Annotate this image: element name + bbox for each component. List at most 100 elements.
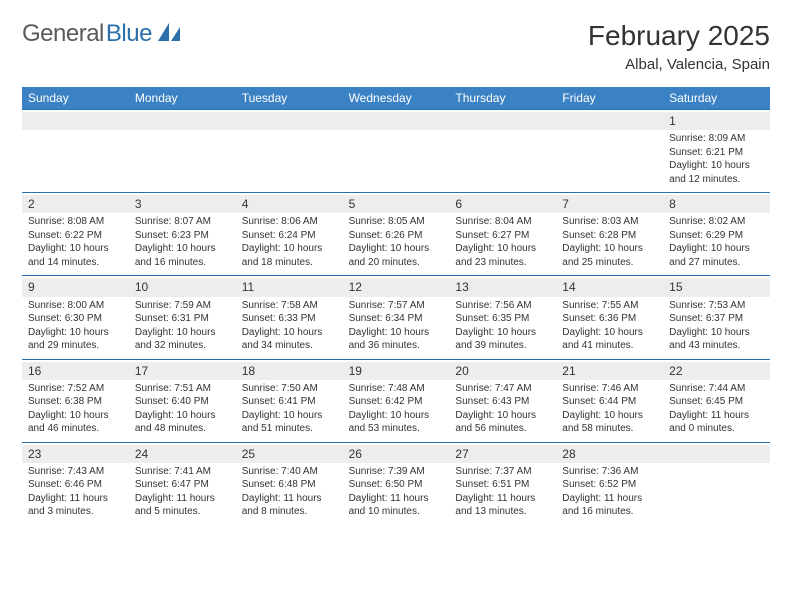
daylight-text: Daylight: 10 hours and 58 minutes.: [562, 409, 657, 436]
sunset-text: Sunset: 6:42 PM: [349, 395, 444, 409]
sunset-text: Sunset: 6:23 PM: [135, 229, 230, 243]
sunrise-text: Sunrise: 8:04 AM: [455, 215, 550, 229]
sunrise-text: Sunrise: 7:41 AM: [135, 465, 230, 479]
sunrise-text: Sunrise: 8:05 AM: [349, 215, 444, 229]
sunrise-text: Sunrise: 7:58 AM: [242, 299, 337, 313]
day-cell: 14Sunrise: 7:55 AMSunset: 6:36 PMDayligh…: [556, 275, 663, 358]
day-cell: 8Sunrise: 8:02 AMSunset: 6:29 PMDaylight…: [663, 192, 770, 275]
daylight-text: Daylight: 10 hours and 51 minutes.: [242, 409, 337, 436]
day-cell: 2 Sunrise: 8:08 AMSunset: 6:22 PMDaylight…: [22, 192, 129, 275]
daylight-text: Daylight: 10 hours and 23 minutes.: [455, 242, 550, 269]
weekday-header: Sunday: [22, 87, 129, 109]
weekday-header: Thursday: [449, 87, 556, 109]
sunrise-text: Sunrise: 7:59 AM: [135, 299, 230, 313]
sunrise-text: Sunrise: 7:36 AM: [562, 465, 657, 479]
sunset-text: Sunset: 6:30 PM: [28, 312, 123, 326]
day-cell-blank: [663, 442, 770, 525]
daylight-text: Daylight: 11 hours and 10 minutes.: [349, 492, 444, 519]
day-number: 9: [22, 278, 129, 296]
sunrise-text: Sunrise: 7:37 AM: [455, 465, 550, 479]
day-number: 7: [556, 195, 663, 213]
sunset-text: Sunset: 6:46 PM: [28, 478, 123, 492]
day-cell: 16Sunrise: 7:52 AMSunset: 6:38 PMDayligh…: [22, 359, 129, 442]
day-number: 17: [129, 362, 236, 380]
sunset-text: Sunset: 6:38 PM: [28, 395, 123, 409]
day-number: 26: [343, 445, 450, 463]
day-cell: 7Sunrise: 8:03 AMSunset: 6:28 PMDaylight…: [556, 192, 663, 275]
sunrise-text: Sunrise: 7:55 AM: [562, 299, 657, 313]
daylight-text: Daylight: 10 hours and 41 minutes.: [562, 326, 657, 353]
weekday-header: Wednesday: [343, 87, 450, 109]
daylight-text: Daylight: 10 hours and 12 minutes.: [669, 159, 764, 186]
sunset-text: Sunset: 6:47 PM: [135, 478, 230, 492]
daylight-text: Daylight: 11 hours and 5 minutes.: [135, 492, 230, 519]
day-cell-blank: [236, 109, 343, 192]
sunrise-text: Sunrise: 8:08 AM: [28, 215, 123, 229]
sunrise-text: Sunrise: 8:02 AM: [669, 215, 764, 229]
sunset-text: Sunset: 6:36 PM: [562, 312, 657, 326]
sunrise-text: Sunrise: 8:06 AM: [242, 215, 337, 229]
sunset-text: Sunset: 6:34 PM: [349, 312, 444, 326]
sunset-text: Sunset: 6:31 PM: [135, 312, 230, 326]
day-number: 24: [129, 445, 236, 463]
daylight-text: Daylight: 11 hours and 3 minutes.: [28, 492, 123, 519]
day-number-blank: [343, 112, 450, 130]
daylight-text: Daylight: 10 hours and 32 minutes.: [135, 326, 230, 353]
daylight-text: Daylight: 10 hours and 43 minutes.: [669, 326, 764, 353]
day-cell: 22Sunrise: 7:44 AMSunset: 6:45 PMDayligh…: [663, 359, 770, 442]
sunset-text: Sunset: 6:21 PM: [669, 146, 764, 160]
sunset-text: Sunset: 6:29 PM: [669, 229, 764, 243]
day-cell-blank: [343, 109, 450, 192]
day-cell: 13Sunrise: 7:56 AMSunset: 6:35 PMDayligh…: [449, 275, 556, 358]
daylight-text: Daylight: 11 hours and 8 minutes.: [242, 492, 337, 519]
weekday-header-row: SundayMondayTuesdayWednesdayThursdayFrid…: [22, 87, 770, 109]
day-number-blank: [556, 112, 663, 130]
sunrise-text: Sunrise: 7:52 AM: [28, 382, 123, 396]
sunset-text: Sunset: 6:51 PM: [455, 478, 550, 492]
day-cell: 17Sunrise: 7:51 AMSunset: 6:40 PMDayligh…: [129, 359, 236, 442]
day-cell: 27Sunrise: 7:37 AMSunset: 6:51 PMDayligh…: [449, 442, 556, 525]
daylight-text: Daylight: 10 hours and 27 minutes.: [669, 242, 764, 269]
header: GeneralBlue February 2025 Albal, Valenci…: [22, 20, 770, 73]
daylight-text: Daylight: 11 hours and 13 minutes.: [455, 492, 550, 519]
sunset-text: Sunset: 6:40 PM: [135, 395, 230, 409]
sunrise-text: Sunrise: 7:51 AM: [135, 382, 230, 396]
weekday-header: Monday: [129, 87, 236, 109]
day-cell: 11Sunrise: 7:58 AMSunset: 6:33 PMDayligh…: [236, 275, 343, 358]
daylight-text: Daylight: 11 hours and 16 minutes.: [562, 492, 657, 519]
day-number: 25: [236, 445, 343, 463]
day-number-blank: [22, 112, 129, 130]
daylight-text: Daylight: 10 hours and 16 minutes.: [135, 242, 230, 269]
day-cell: 3Sunrise: 8:07 AMSunset: 6:23 PMDaylight…: [129, 192, 236, 275]
weekday-header: Tuesday: [236, 87, 343, 109]
day-cell: 12Sunrise: 7:57 AMSunset: 6:34 PMDayligh…: [343, 275, 450, 358]
sunrise-text: Sunrise: 7:47 AM: [455, 382, 550, 396]
day-cell: 19Sunrise: 7:48 AMSunset: 6:42 PMDayligh…: [343, 359, 450, 442]
sunrise-text: Sunrise: 7:44 AM: [669, 382, 764, 396]
calendar-page: GeneralBlue February 2025 Albal, Valenci…: [0, 0, 792, 535]
sunrise-text: Sunrise: 7:48 AM: [349, 382, 444, 396]
day-number: 16: [22, 362, 129, 380]
daylight-text: Daylight: 10 hours and 14 minutes.: [28, 242, 123, 269]
location: Albal, Valencia, Spain: [588, 56, 770, 73]
daylight-text: Daylight: 10 hours and 29 minutes.: [28, 326, 123, 353]
day-cell: 24 Sunrise: 7:41 AMSunset: 6:47 PMDayligh…: [129, 442, 236, 525]
day-cell: 10Sunrise: 7:59 AMSunset: 6:31 PMDayligh…: [129, 275, 236, 358]
sunrise-text: Sunrise: 7:46 AM: [562, 382, 657, 396]
day-cell: 9Sunrise: 8:00 AMSunset: 6:30 PMDaylight…: [22, 275, 129, 358]
day-cell: 21Sunrise: 7:46 AMSunset: 6:44 PMDayligh…: [556, 359, 663, 442]
day-number: 2: [22, 195, 129, 213]
sunset-text: Sunset: 6:22 PM: [28, 229, 123, 243]
day-number: 22: [663, 362, 770, 380]
weekday-header: Friday: [556, 87, 663, 109]
day-number-blank: [129, 112, 236, 130]
sunset-text: Sunset: 6:50 PM: [349, 478, 444, 492]
daylight-text: Daylight: 10 hours and 56 minutes.: [455, 409, 550, 436]
day-number: 5: [343, 195, 450, 213]
sunrise-text: Sunrise: 8:03 AM: [562, 215, 657, 229]
daylight-text: Daylight: 10 hours and 34 minutes.: [242, 326, 337, 353]
day-number-blank: [449, 112, 556, 130]
day-number: 3: [129, 195, 236, 213]
day-number: 12: [343, 278, 450, 296]
day-cell: 5Sunrise: 8:05 AMSunset: 6:26 PMDaylight…: [343, 192, 450, 275]
